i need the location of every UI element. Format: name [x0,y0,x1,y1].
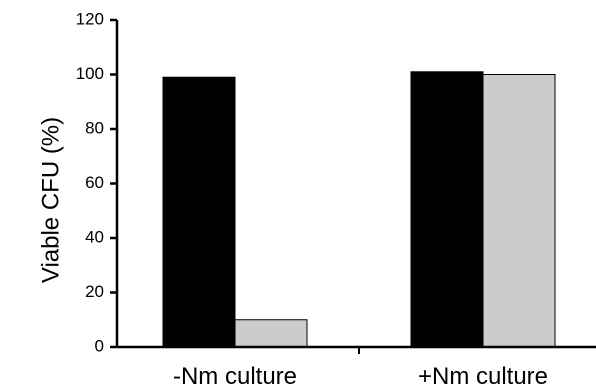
axes-group [110,18,596,354]
y-axis-title: Viable CFU (%) [37,117,64,283]
x-category-label-nm-culture: -Nm culture [173,363,297,390]
x-category-label-nm-culture: +Nm culture [418,363,548,390]
y-tick-label-20: 20 [85,282,104,301]
y-tick-label-60: 60 [85,173,104,192]
bar-nm-culture-series-2 [482,74,556,348]
bar-nm-culture-series-1 [410,71,484,348]
bar-nm-culture-series-1 [162,76,236,348]
bar-nm-culture-series-2 [234,319,308,348]
y-tick-label-100: 100 [76,64,104,83]
labels-group: 0 20 40 60 80 100 120 -Nm culture +Nm culture [76,9,548,390]
bars-group [162,71,556,348]
y-tick-label-80: 80 [85,118,104,137]
y-tick-label-0: 0 [95,336,104,355]
y-tick-label-40: 40 [85,227,104,246]
y-tick-label-120: 120 [76,9,104,28]
